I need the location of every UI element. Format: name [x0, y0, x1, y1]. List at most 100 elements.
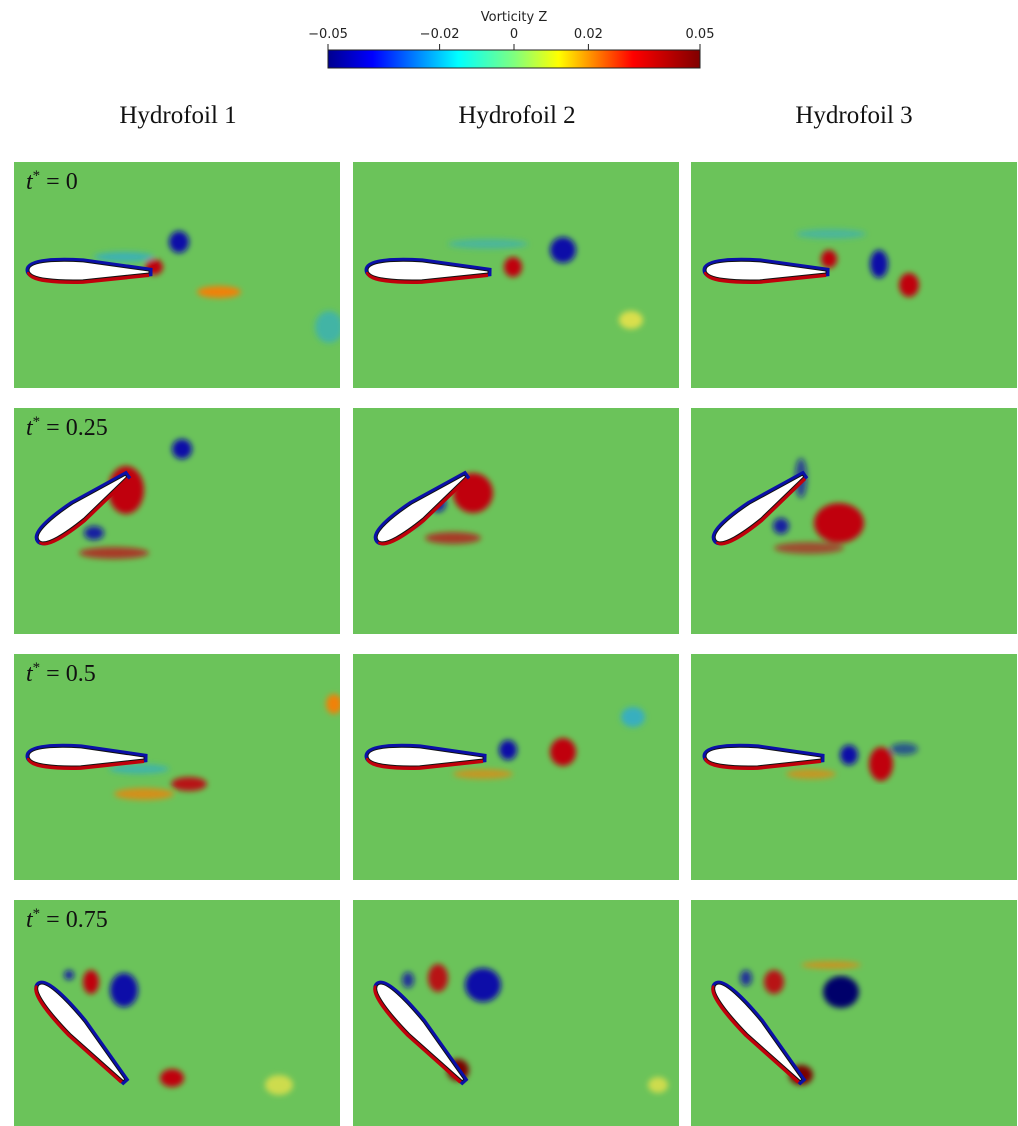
column-title-hydrofoil-2: Hydrofoil 2: [458, 102, 576, 129]
vortex-blob: [550, 738, 576, 766]
vorticity-field: [353, 654, 679, 880]
colorbar-gradient: [327, 49, 701, 69]
hydrofoil: [25, 257, 153, 285]
colorbar-title: Vorticity Z: [481, 10, 548, 25]
colorbar-ticks: −0.05 −0.02 0 0.02 0.05: [308, 27, 714, 50]
colorbar-tick-label: 0.05: [686, 27, 715, 42]
hydrofoil: [34, 470, 132, 546]
time-superscript: *: [32, 660, 41, 676]
vorticity-panel-row2-col2: [353, 408, 679, 634]
hydrofoil-body: [367, 260, 489, 281]
colorbar: Vorticity Z −0.05 −0.02 0 0.02 0.05: [308, 10, 714, 69]
boundary-layer-positive: [703, 271, 827, 285]
hydrofoil-body: [37, 474, 128, 543]
vorticity-field: [691, 654, 1017, 880]
column-title-hydrofoil-3: Hydrofoil 3: [795, 102, 913, 129]
colorbar-tick-label: 0.02: [574, 27, 603, 42]
vorticity-field: [14, 162, 340, 388]
boundary-layer-positive: [365, 271, 489, 285]
vorticity-panel-row4-col3: [691, 900, 1017, 1126]
vorticity-panel-row3-col2: [353, 654, 679, 880]
vortex-blob: [171, 777, 207, 791]
hydrofoil-body: [714, 474, 805, 543]
hydrofoil: [34, 980, 130, 1086]
colorbar-tick-label: −0.05: [308, 27, 348, 42]
boundary-layer-positive: [373, 984, 463, 1084]
vortex-blob: [764, 970, 784, 994]
vortex-blob: [504, 257, 522, 277]
boundary-layer-positive: [38, 476, 130, 546]
vortex-blob: [315, 311, 340, 343]
vorticity-field: [691, 162, 1017, 388]
vortex-blob: [869, 747, 893, 781]
vortex-blob: [840, 745, 858, 765]
colorbar-tick-label: 0: [510, 27, 518, 42]
vorticity-panel-row4-col1: t* = 0.75: [14, 900, 340, 1126]
vortex-blob: [773, 518, 789, 534]
column-title-hydrofoil-1: Hydrofoil 1: [119, 102, 237, 129]
vorticity-panel-row2-col3: [691, 408, 1017, 634]
vorticity-field: [14, 900, 340, 1126]
vortex-blob: [465, 968, 501, 1002]
vortex-blob: [619, 311, 643, 329]
hydrofoil: [373, 980, 469, 1086]
vortex-blob: [890, 743, 918, 755]
vortex-blob: [402, 972, 414, 988]
hydrofoil-body: [28, 260, 150, 281]
boundary-layer-positive: [715, 476, 807, 546]
vortex-blob: [109, 764, 169, 774]
vortex-blob: [110, 973, 138, 1007]
vortex-blob: [621, 707, 645, 727]
vortex-blob: [870, 250, 888, 278]
boundary-layer-positive: [377, 476, 469, 546]
boundary-layer-positive: [26, 271, 150, 285]
vortex-blob: [740, 970, 752, 986]
vorticity-panel-row1-col1: t* = 0: [14, 162, 340, 388]
vorticity-panel-row3-col1: t* = 0.5: [14, 654, 340, 880]
time-value: = 0: [40, 169, 78, 195]
boundary-layer-positive: [34, 984, 124, 1084]
vorticity-field: [353, 162, 679, 388]
hydrofoil: [373, 470, 471, 546]
vortex-blob: [114, 788, 174, 800]
vortex-blob: [425, 532, 481, 544]
vorticity-panel-row3-col3: [691, 654, 1017, 880]
vortex-blob: [265, 1075, 293, 1095]
vortex-blob: [326, 694, 340, 714]
vorticity-panel-row1-col3: [691, 162, 1017, 388]
vortex-blob: [801, 961, 861, 969]
time-superscript: *: [32, 414, 41, 430]
vortex-blob: [796, 229, 866, 239]
hydrofoil-body: [376, 983, 465, 1082]
vorticity-field: [14, 408, 340, 634]
vortex-blob: [499, 740, 517, 760]
vortex-blob: [774, 542, 844, 554]
colorbar-tick-label: −0.02: [420, 27, 460, 42]
time-variable: t: [26, 907, 33, 933]
time-variable: t: [26, 661, 33, 687]
hydrofoil: [364, 257, 492, 285]
vortex-blob: [448, 239, 528, 249]
vorticity-field: [691, 408, 1017, 634]
time-label: t* = 0.25: [26, 414, 108, 442]
hydrofoil: [702, 257, 830, 285]
vortex-blob: [169, 231, 189, 253]
vorticity-field: [353, 900, 679, 1126]
time-label: t* = 0: [26, 168, 78, 196]
vorticity-panel-row1-col2: [353, 162, 679, 388]
boundary-layer-positive: [703, 757, 822, 771]
hydrofoil-body: [367, 746, 484, 767]
vortex-blob: [79, 547, 149, 559]
hydrofoil: [364, 743, 487, 771]
boundary-layer-positive: [26, 757, 145, 771]
time-value: = 0.75: [40, 907, 108, 933]
vortex-blob: [453, 769, 513, 779]
vortex-blob: [648, 1077, 668, 1093]
time-label: t* = 0.75: [26, 906, 108, 934]
hydrofoil-body: [37, 983, 126, 1082]
time-label: t* = 0.5: [26, 660, 96, 688]
vortex-blob: [823, 976, 859, 1008]
vorticity-panel-row4-col2: [353, 900, 679, 1126]
time-value: = 0.25: [40, 415, 108, 441]
hydrofoil-body: [705, 746, 822, 767]
